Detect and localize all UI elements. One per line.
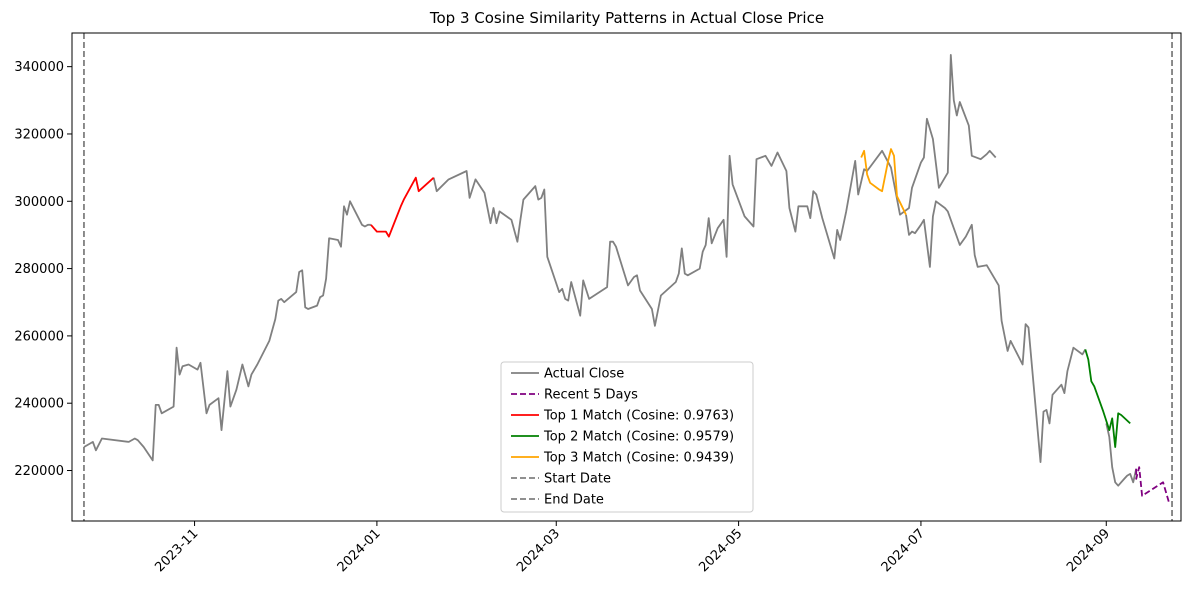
y-tick-label: 340000 [14, 60, 64, 75]
series-line [1084, 349, 1131, 448]
chart-title: Top 3 Cosine Similarity Patterns in Actu… [429, 9, 824, 27]
series-line [370, 176, 435, 238]
y-axis: 220000 240000 260000 280000 300000 320000 3400… [14, 60, 72, 479]
y-tick-label: 280000 [14, 262, 64, 277]
legend-label: End Date [544, 493, 604, 508]
series-line [432, 54, 997, 327]
x-axis: 2023-11 2024-01 2024-03 2024-05 2024-07 2024-… [152, 521, 1113, 575]
vlines-layer [83, 33, 1173, 521]
legend-label: Top 3 Match (Cosine: 0.9439) [543, 451, 734, 466]
series-line [1105, 423, 1138, 487]
series-layer [83, 54, 1170, 503]
y-tick-label: 240000 [14, 397, 64, 412]
legend-label: Top 1 Match (Cosine: 0.9763) [543, 409, 734, 424]
legend-label: Actual Close [544, 367, 624, 382]
series-line [860, 148, 907, 216]
plot-frame [71, 32, 1182, 522]
legend-box [500, 361, 754, 513]
x-tick-label: 2024-07 [879, 526, 928, 575]
legend-label: Top 2 Match (Cosine: 0.9579) [543, 430, 734, 445]
x-tick-label: 2024-05 [696, 526, 745, 575]
legend-label: Start Date [544, 472, 611, 487]
legend: Actual Close Recent 5 Days Top 1 Match (Co… [500, 361, 754, 513]
y-tick-label: 320000 [14, 127, 64, 142]
x-tick-label: 2024-01 [335, 526, 384, 575]
y-tick-label: 260000 [14, 329, 64, 344]
series-line [1135, 466, 1170, 503]
y-tick-label: 220000 [14, 464, 64, 479]
legend-label: Recent 5 Days [544, 388, 638, 403]
x-tick-label: 2024-09 [1064, 526, 1113, 575]
series-line [905, 200, 1087, 464]
y-tick-label: 300000 [14, 195, 64, 210]
x-tick-label: 2023-11 [152, 526, 201, 575]
x-tick-label: 2024-03 [514, 526, 563, 575]
series-line [83, 200, 371, 462]
